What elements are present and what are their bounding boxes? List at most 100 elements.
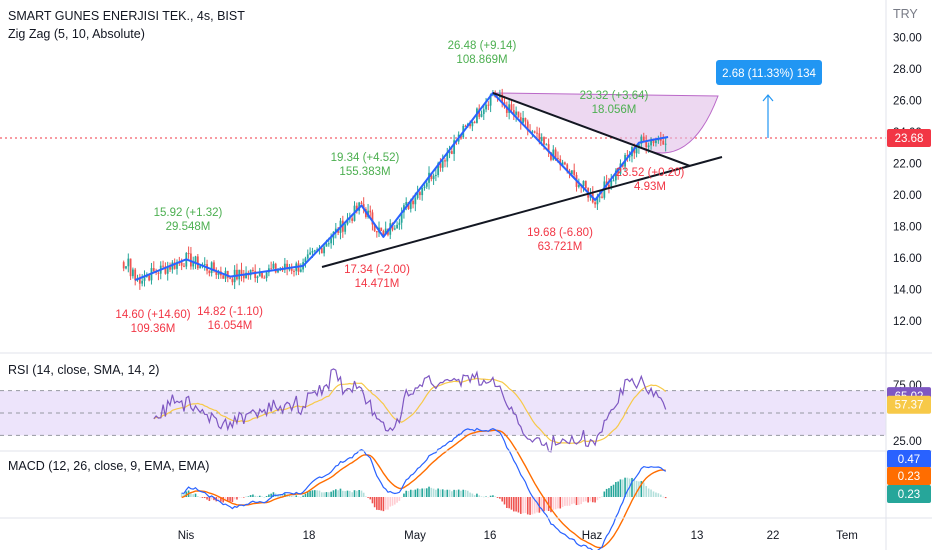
macd-histogram-bar [192,494,195,497]
candle-body [662,140,665,145]
symbol-title[interactable]: SMART GUNES ENERJISI TEK., 4s, BIST [8,9,245,23]
candle-body [176,262,178,269]
macd-histogram-bar [610,485,613,497]
resistance-trendline[interactable] [492,92,691,167]
candle-body [400,212,403,223]
candle-body [628,156,631,158]
candle-body [570,170,573,175]
macd-histogram-bar [503,497,506,505]
candle-body [396,224,398,229]
macd-histogram-bar [573,497,575,504]
macd-histogram-bar [394,497,396,505]
macd-histogram-bar [589,497,592,502]
macd-panel[interactable] [180,427,667,550]
macd-histogram-bar [400,497,403,498]
macd-histogram-bar [582,497,585,502]
macd-histogram-bar [365,496,367,497]
macd-histogram-bar [330,491,332,497]
macd-histogram-bar [263,496,266,498]
candle-body [550,152,552,160]
candle-body [510,104,513,111]
zigzag-annotation: 155.383M [339,166,390,178]
macd-histogram-bar [492,495,494,497]
macd-histogram-bar [304,493,307,497]
macd-histogram-bar [320,492,323,497]
macd-histogram-bar [353,490,356,497]
macd-histogram-bar [545,497,548,511]
rsi-legend[interactable]: RSI (14, close, SMA, 14, 2) [8,363,160,377]
macd-histogram-bar [446,489,449,497]
macd-histogram-bar [428,486,430,497]
time-tick-label: 16 [484,530,497,542]
rsi-panel[interactable] [0,368,886,453]
macd-histogram-bar [624,477,626,497]
projection-badge[interactable] [716,60,822,85]
price-tick-label: 30.00 [893,33,922,45]
macd-histogram-bar [339,488,342,497]
candle-body [323,246,326,254]
candle-body [444,160,446,162]
candle-body [610,180,613,189]
candle-body [594,202,596,205]
macd-histogram-bar [309,491,311,497]
macd-histogram-bar [485,496,487,497]
candle-body [416,192,419,199]
macd-histogram-bar [265,496,268,497]
macd-histogram-bar [633,479,636,497]
zigzag-annotation: 19.34 (+4.52) [331,152,400,164]
price-panel[interactable]: 26.48 (+9.14) 108.869M 23.32 (+3.64) 18.056… [0,40,886,335]
rsi-ma-line [153,377,667,445]
macd-histogram-bar [571,497,573,505]
candle-body [341,220,344,232]
candle-body [554,149,557,158]
time-tick-label: 13 [691,530,704,542]
macd-histogram-bar [435,489,437,497]
zigzag-legend[interactable]: Zig Zag (5, 10, Absolute) [8,27,145,41]
macd-histogram-bar [522,497,524,514]
projection[interactable]: 2.68 (11.33%) 134 [716,60,822,138]
macd-histogram-bar [252,494,254,497]
macd-histogram-bar [619,479,622,497]
candle-body [270,268,273,270]
candle-body [148,275,151,281]
candle-body [425,182,428,187]
macd-histogram-bar [302,495,304,497]
candle-body [373,224,376,232]
support-trendline[interactable] [321,156,723,268]
zigzag-annotation: 18.056M [592,104,637,116]
macd-value-badge-label: 0.47 [898,454,920,466]
macd-histogram-bar [538,497,541,513]
price-tick-label: 12.00 [893,316,922,328]
candle-body [231,278,234,283]
macd-histogram-bar [533,497,536,514]
macd-histogram-bar [642,482,645,497]
candle-body [482,109,485,115]
time-axis[interactable]: Nis 18 May 16 Haz 13 22 Tem [178,530,858,542]
candle-body [327,243,330,245]
candle-body [166,266,169,274]
macd-histogram-bar [367,497,369,498]
zigzag-annotation: 15.92 (+1.32) [154,207,223,219]
macd-histogram-bar [412,490,414,497]
macd-histogram-bar [430,487,433,497]
candle-body [515,111,518,115]
macd-legend[interactable]: MACD (12, 26, close, 9, EMA, EMA) [8,459,210,473]
trendlines[interactable] [321,92,723,268]
candle-body [524,117,527,122]
candle-body [448,151,451,154]
macd-histogram-bar [220,497,222,502]
macd-histogram-bar [467,490,469,497]
candle-body [122,262,125,269]
macd-histogram-bar [596,497,599,501]
candle-body [180,262,183,266]
macd-histogram-bar [462,489,465,497]
candle-body [573,170,576,175]
zigzag-annotation: 29.548M [166,221,211,233]
candle-body [501,94,504,103]
candle-body [346,218,349,225]
price-axis[interactable]: 30.0028.0026.0024.0022.0020.0018.0016.00… [893,33,922,505]
macd-histogram-bar [425,488,428,497]
macd-histogram-bar [203,497,206,499]
